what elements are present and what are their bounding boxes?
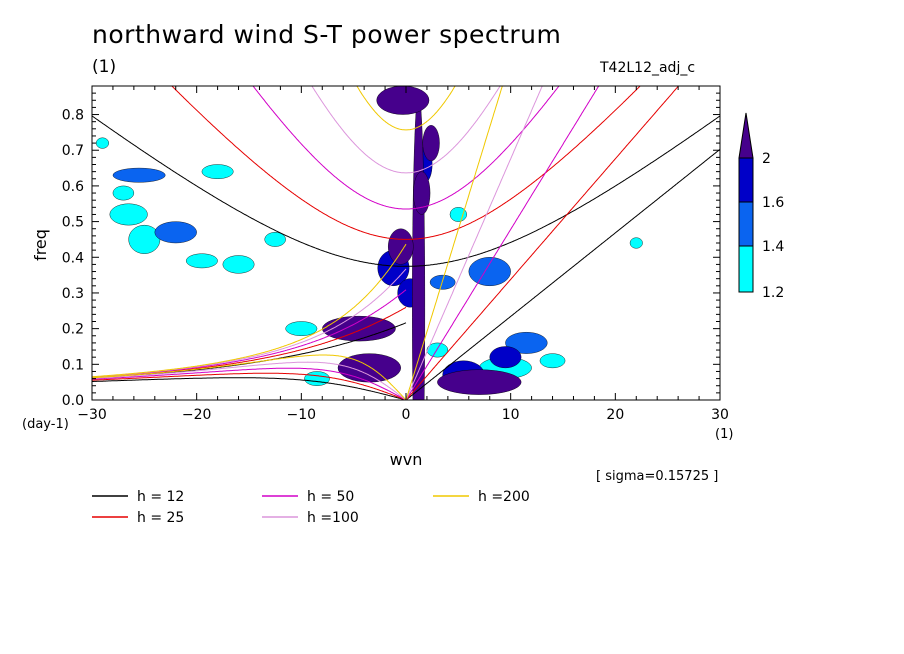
legend-label: h = 25	[137, 510, 184, 526]
dispersion-curve	[311, 86, 501, 174]
x-tick-label: −30	[77, 407, 107, 423]
y-tick-label: 0.7	[62, 143, 84, 159]
colorbar-swatch	[738, 245, 754, 293]
colorbar-label: 1.6	[762, 195, 784, 211]
legend-label: h =100	[307, 510, 359, 526]
run-name-label: T42L12_adj_c	[600, 60, 696, 76]
legend: h = 12 h = 25 h = 50 h =100 h =200	[92, 489, 530, 526]
power-contour	[426, 342, 449, 358]
x-tick-label: 30	[711, 407, 729, 423]
power-contour	[629, 237, 643, 249]
y-tick-label: 0.0	[62, 393, 84, 409]
y-tick-label: 0.8	[62, 108, 84, 124]
dispersion-curve	[92, 115, 720, 267]
power-contour	[413, 171, 431, 215]
colorbar-swatch	[738, 201, 754, 247]
sigma-label: [ sigma=0.15725 ]	[596, 469, 719, 484]
dispersion-curve	[92, 367, 407, 400]
legend-label: h =200	[478, 489, 530, 505]
power-contour	[185, 253, 218, 269]
colorbar-label: 1.4	[762, 239, 784, 255]
power-contour	[201, 164, 234, 179]
power-contour	[422, 125, 440, 162]
y-tick-label: 0.4	[62, 250, 84, 266]
power-contour	[489, 346, 522, 369]
dispersion-curve	[92, 377, 407, 400]
dispersion-curve	[92, 354, 407, 400]
x-tick-label: 20	[606, 407, 624, 423]
y-tick-label: 0.6	[62, 179, 84, 195]
dispersion-curve	[171, 86, 641, 240]
power-contour	[154, 221, 197, 244]
power-contour	[95, 137, 109, 149]
y-tick-label: 0.3	[62, 286, 84, 302]
power-contour	[539, 353, 566, 369]
title-unit-label: (1)	[92, 57, 117, 77]
power-contour	[264, 232, 286, 247]
dispersion-curve	[92, 243, 407, 378]
dispersion-curve	[405, 86, 600, 400]
colorbar: 1.2 1.4 1.6 2	[738, 112, 784, 301]
axes: −30 −20 −10 0 10 20 30 0.0 0.1 0.2 0.3 0.4 0.5 0.6 0.7…	[62, 86, 729, 423]
chart-title: northward wind S-T power spectrum	[92, 20, 562, 49]
colorbar-swatch	[738, 112, 754, 159]
colorbar-swatch	[738, 157, 754, 203]
power-contour	[304, 371, 330, 386]
dispersion-curve	[405, 148, 720, 400]
dispersion-curve	[252, 86, 560, 210]
x-axis-title: wvn	[390, 450, 423, 469]
y-tick-label: 0.1	[62, 357, 84, 373]
power-contour	[112, 185, 135, 201]
colorbar-label: 2	[762, 151, 771, 167]
y-tick-label: 0.5	[62, 215, 84, 231]
x-unit-label: (1)	[715, 427, 733, 442]
power-contour	[468, 257, 511, 287]
power-contour	[449, 207, 467, 222]
power-contour	[285, 321, 318, 336]
dispersion-curve	[405, 86, 503, 400]
power-contour	[112, 167, 166, 183]
power-contour	[109, 203, 148, 226]
dispersion-curve	[405, 86, 680, 400]
y-axis-title: freq	[31, 229, 50, 261]
dispersion-curve	[356, 86, 456, 131]
power-contour	[376, 86, 430, 115]
power-contour	[505, 332, 548, 354]
dispersion-curve	[405, 86, 543, 400]
x-tick-label: −20	[182, 407, 212, 423]
x-tick-label: 0	[402, 407, 411, 423]
x-tick-label: 10	[502, 407, 520, 423]
x-tick-label: −10	[287, 407, 317, 423]
power-contour	[388, 228, 414, 265]
dispersion-curve	[92, 361, 407, 400]
legend-label: h = 12	[137, 489, 184, 505]
dispersion-curve	[92, 372, 407, 400]
dispersion-curves	[92, 86, 720, 400]
y-tick-label: 0.2	[62, 322, 84, 338]
power-contour	[437, 369, 522, 395]
power-contours	[95, 86, 643, 400]
legend-label: h = 50	[307, 489, 354, 505]
power-contour	[222, 255, 255, 274]
y-unit-label: (day-1)	[22, 417, 69, 432]
colorbar-label: 1.2	[762, 285, 784, 301]
